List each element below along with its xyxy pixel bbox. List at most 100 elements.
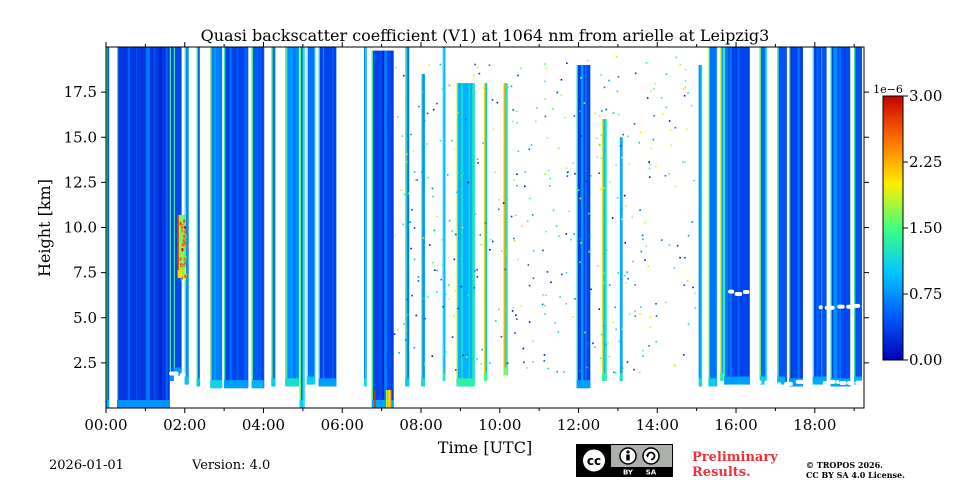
noise-point	[566, 175, 569, 177]
noise-point	[558, 147, 560, 150]
cloud-base-mark	[853, 303, 861, 308]
band-edge	[106, 47, 108, 408]
noise-point	[532, 340, 534, 343]
noise-point	[583, 102, 586, 104]
noise-point	[590, 175, 592, 177]
noise-point	[640, 306, 642, 308]
noise-point	[428, 244, 431, 246]
cloud-signal	[179, 239, 182, 243]
ground-signal	[374, 389, 376, 408]
noise-point	[621, 328, 624, 331]
data-streak	[244, 47, 247, 389]
data-band	[576, 65, 591, 389]
data-streak	[460, 83, 464, 387]
svg-text:SA: SA	[646, 469, 657, 477]
noise-point	[544, 63, 546, 65]
noise-point	[482, 142, 484, 144]
band-edge	[484, 83, 486, 381]
colorbar-tick-label: 1.50	[909, 219, 942, 237]
cloud-signal	[181, 243, 184, 247]
noise-point	[478, 72, 481, 75]
noise-point	[643, 221, 646, 224]
noise-point	[501, 250, 503, 252]
cloud-signal	[183, 257, 186, 261]
band-base	[196, 378, 200, 387]
noise-point	[515, 314, 517, 317]
noise-point	[400, 189, 403, 192]
noise-point	[465, 356, 468, 358]
noise-point	[600, 157, 603, 160]
noise-point	[578, 370, 581, 372]
noise-point	[513, 240, 516, 242]
noise-point	[638, 141, 641, 144]
noise-point	[479, 234, 482, 236]
noise-point	[440, 278, 443, 281]
colorbar-tick-label: 2.25	[909, 153, 942, 171]
noise-point	[474, 63, 476, 66]
x-axis: 00:00 02:00 04:00 06:00 08:00 10:00 12:00 14:00…	[84, 42, 855, 434]
data-streak	[743, 47, 746, 385]
noise-point	[634, 315, 637, 317]
noise-point	[673, 267, 676, 269]
noise-point	[588, 251, 590, 253]
band-edge	[405, 47, 407, 387]
noise-point	[507, 86, 510, 88]
noise-point	[431, 355, 434, 358]
noise-point	[686, 128, 688, 131]
x-tick-label: 00:00	[84, 416, 127, 434]
noise-point	[633, 123, 636, 125]
noise-point	[476, 268, 478, 271]
noise-point	[396, 329, 399, 331]
noise-point	[548, 185, 551, 187]
data-streak	[423, 74, 425, 387]
noise-point	[574, 172, 576, 175]
data-streak	[214, 47, 217, 389]
noise-point	[594, 112, 596, 115]
noise-point	[609, 181, 611, 183]
data-band	[177, 214, 186, 279]
noise-point	[623, 194, 626, 197]
noise-point	[439, 63, 442, 66]
noise-point	[560, 78, 563, 81]
noise-point	[510, 215, 513, 218]
band-edge	[759, 47, 761, 385]
noise-point	[511, 310, 514, 312]
cloud-base-mark	[839, 381, 847, 386]
noise-point	[634, 284, 636, 286]
noise-point	[617, 272, 620, 274]
cloud-signal	[181, 253, 184, 257]
cloud-signal	[184, 274, 187, 278]
noise-point	[460, 285, 463, 288]
noise-point	[506, 362, 509, 365]
noise-point	[638, 371, 641, 374]
cloud-base-mark	[861, 305, 864, 310]
noise-point	[684, 86, 687, 89]
noise-point	[586, 59, 589, 62]
noise-point	[650, 90, 652, 93]
noise-point	[565, 167, 568, 169]
noise-point	[453, 315, 456, 317]
noise-point	[561, 273, 563, 276]
cloud-signal	[184, 270, 187, 274]
noise-point	[414, 179, 416, 181]
noise-point	[622, 367, 625, 369]
noise-point	[442, 305, 445, 308]
noise-point	[674, 365, 676, 367]
noise-point	[642, 238, 644, 241]
noise-point	[618, 340, 620, 343]
band-base	[777, 376, 786, 385]
noise-point	[544, 173, 546, 176]
noise-point	[441, 88, 443, 90]
band-base	[184, 376, 189, 385]
noise-point	[611, 217, 614, 219]
cloud-base-mark	[777, 382, 782, 387]
noise-point	[522, 347, 525, 350]
noise-point	[605, 343, 608, 346]
band-base	[720, 372, 724, 381]
cloud-base-mark	[169, 371, 179, 376]
noise-point	[491, 98, 494, 101]
data-streak	[159, 47, 162, 408]
noise-point	[514, 332, 516, 334]
noise-point	[406, 153, 408, 156]
noise-point	[552, 209, 555, 212]
